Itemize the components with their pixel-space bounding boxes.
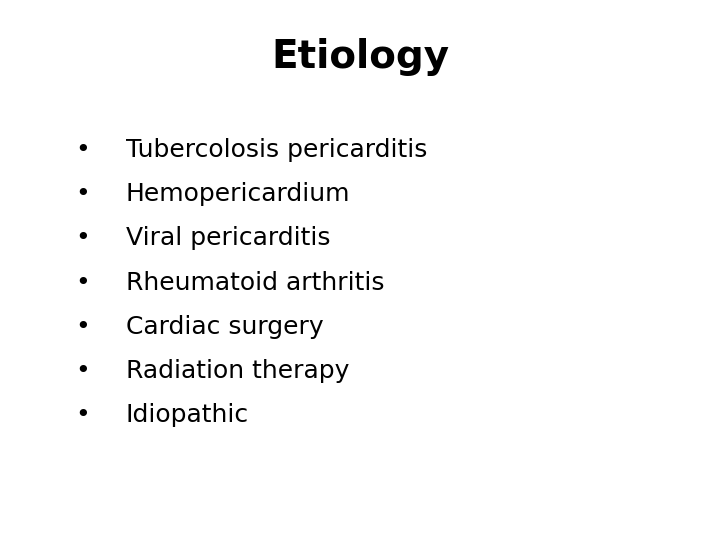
Text: •: • [76, 182, 90, 206]
Text: Cardiac surgery: Cardiac surgery [126, 315, 323, 339]
Text: •: • [76, 226, 90, 250]
Text: Viral pericarditis: Viral pericarditis [126, 226, 330, 250]
Text: •: • [76, 315, 90, 339]
Text: •: • [76, 271, 90, 294]
Text: Etiology: Etiology [271, 38, 449, 76]
Text: Idiopathic: Idiopathic [126, 403, 249, 427]
Text: •: • [76, 403, 90, 427]
Text: Rheumatoid arthritis: Rheumatoid arthritis [126, 271, 384, 294]
Text: •: • [76, 359, 90, 383]
Text: Radiation therapy: Radiation therapy [126, 359, 349, 383]
Text: Hemopericardium: Hemopericardium [126, 182, 351, 206]
Text: Tubercolosis pericarditis: Tubercolosis pericarditis [126, 138, 428, 161]
Text: •: • [76, 138, 90, 161]
